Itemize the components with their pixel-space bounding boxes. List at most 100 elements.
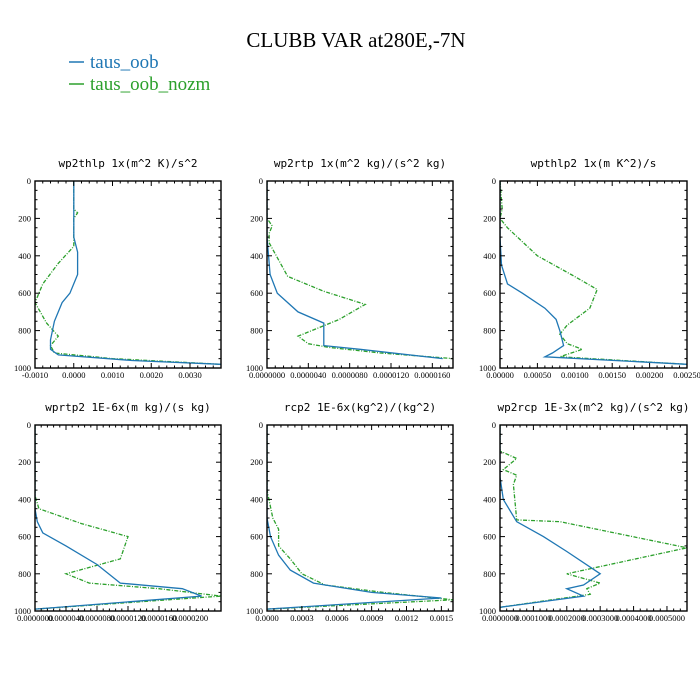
y-tick-label: 400 (483, 251, 496, 261)
x-tick-label: 0.0010 (101, 370, 124, 380)
y-tick-label: 0 (259, 420, 263, 430)
panel-title: wp2thlp 1x(m^2 K)/s^2 (58, 157, 197, 170)
panels-grid: wp2thlp 1x(m^2 K)/s^202004006008001000-0… (14, 157, 700, 623)
series-group (267, 425, 453, 610)
plot-frame (34, 424, 222, 612)
y-tick-label: 200 (483, 213, 496, 223)
plot-frame (499, 424, 688, 612)
x-tick-label: 0.0002000 (549, 613, 585, 623)
y-tick-label: 0 (27, 420, 31, 430)
y-tick-label: 800 (18, 569, 31, 579)
y-tick-label: 600 (18, 288, 31, 298)
x-tick-label: 0.0000040 (290, 370, 326, 380)
y-tick-label: 1000 (246, 363, 263, 373)
x-tick-label: 0.00150 (598, 370, 626, 380)
x-tick-label: 0.00100 (561, 370, 589, 380)
x-tick-label: 0.0015 (430, 613, 453, 623)
y-tick-label: 1000 (14, 606, 31, 616)
x-tick-label: 0.0000 (62, 370, 85, 380)
series-line-taus-oob-nozm (500, 181, 687, 365)
x-tick-label: 0.0000160 (141, 613, 177, 623)
series-group (35, 181, 221, 365)
x-tick-label: 0.00250 (673, 370, 700, 380)
x-tick-label: 0.0003 (290, 613, 313, 623)
x-tick-label: 0.0000000 (482, 613, 518, 623)
legend-label-taus-oob-nozm: taus_oob_nozm (90, 74, 211, 95)
y-tick-label: 800 (483, 326, 496, 336)
series-line-taus-oob-nozm (267, 425, 453, 610)
series-line-taus-oob (267, 425, 442, 610)
x-tick-label: 0.0000 (255, 613, 278, 623)
plot-frame (266, 424, 454, 612)
x-tick-label: 0.0030 (178, 370, 201, 380)
x-tick-label: 0.00200 (636, 370, 664, 380)
x-tick-label: 0.0000080 (79, 613, 115, 623)
y-tick-label: 200 (250, 457, 263, 467)
series-line-taus-oob-nozm (500, 425, 687, 608)
series-line-taus-oob-nozm (267, 181, 453, 360)
y-tick-label: 400 (250, 494, 263, 504)
y-tick-label: 1000 (479, 363, 496, 373)
y-tick-label: 600 (250, 288, 263, 298)
panel-4: wprtp2 1E-6x(m kg)/(s kg) 0 200 400 600 800 10… (14, 401, 222, 623)
panel-6: wp2rcp 1E-3x(m^2 kg)/(s^2 kg)0 200 400 600 8… (479, 401, 690, 623)
y-tick-label: 1000 (14, 363, 31, 373)
y-tick-label: 400 (483, 494, 496, 504)
y-tick-label: 200 (250, 213, 263, 223)
y-tick-label: 1000 (246, 606, 263, 616)
y-tick-label: 600 (250, 532, 263, 542)
x-tick-label: 0.0012 (395, 613, 418, 623)
series-group (35, 425, 221, 610)
panel-title: wprtp2 1E-6x(m kg)/(s kg) (45, 401, 211, 414)
y-tick-label: 0 (492, 176, 496, 186)
panel-title: wpthlp2 1x(m K^2)/s (531, 157, 657, 170)
x-tick-label: 0.0009 (360, 613, 383, 623)
y-tick-label: 0 (492, 420, 496, 430)
x-tick-label: 0.0000040 (48, 613, 84, 623)
y-tick-label: 800 (18, 326, 31, 336)
legend-label-taus-oob: taus_oob (90, 52, 159, 73)
panel-2: wp2rtp 1x(m^2 kg)/(s^2 kg) 0 200 400 600 800 1… (246, 157, 454, 380)
series-group (500, 181, 687, 365)
y-tick-label: 200 (18, 457, 31, 467)
x-tick-label: 0.0003000 (582, 613, 618, 623)
y-tick-label: 600 (483, 532, 496, 542)
series-line-taus-oob (49, 181, 221, 365)
x-tick-label: 0.0000200 (172, 613, 208, 623)
y-tick-label: 800 (250, 569, 263, 579)
y-tick-label: 600 (483, 288, 496, 298)
y-tick-label: 400 (250, 251, 263, 261)
x-tick-label: 0.0006 (325, 613, 348, 623)
x-tick-label: 0.0000120 (110, 613, 146, 623)
x-tick-label: 0.0000000 (17, 613, 53, 623)
plot-frame (499, 180, 688, 369)
panel-title: wp2rcp 1E-3x(m^2 kg)/(s^2 kg) (497, 401, 689, 414)
x-tick-label: 0.00000 (486, 370, 514, 380)
legend: taus_oob taus_oob_nozm (69, 52, 211, 95)
y-tick-label: 1000 (479, 606, 496, 616)
series-line-taus-oob (35, 425, 202, 610)
y-tick-label: 200 (18, 213, 31, 223)
y-tick-label: 200 (483, 457, 496, 467)
x-tick-label: 0.0004000 (616, 613, 652, 623)
x-tick-label: 0.0000120 (373, 370, 409, 380)
y-tick-label: 800 (483, 569, 496, 579)
x-tick-label: -0.0010 (22, 370, 48, 380)
y-tick-label: 0 (27, 176, 31, 186)
panel-title: wp2rtp 1x(m^2 kg)/(s^2 kg) (274, 157, 446, 170)
y-tick-label: 400 (18, 251, 31, 261)
panel-title: rcp2 1E-6x(kg^2)/(kg^2) (284, 401, 436, 414)
series-group (267, 181, 453, 360)
series-line-taus-oob (500, 181, 687, 365)
figure-title: CLUBB VAR at280E,-7N (246, 28, 465, 52)
series-line-taus-oob-nozm (35, 425, 221, 610)
x-tick-label: 0.0000160 (414, 370, 450, 380)
series-group (500, 425, 687, 608)
panel-1: wp2thlp 1x(m^2 K)/s^2 0 200 400 600 800 1000-0… (14, 157, 222, 380)
plot-frame (266, 180, 454, 369)
series-line-taus-oob (267, 181, 443, 360)
x-tick-label: 0.0000000 (249, 370, 285, 380)
x-tick-label: 0.0005000 (649, 613, 685, 623)
x-tick-label: 0.0001000 (515, 613, 551, 623)
